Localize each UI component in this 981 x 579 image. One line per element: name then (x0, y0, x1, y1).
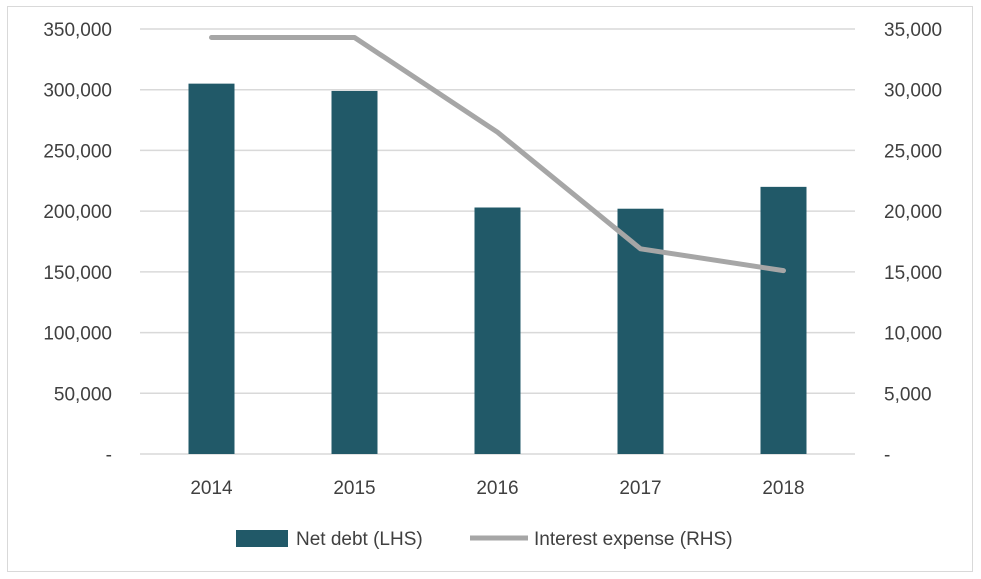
right-tick-label: 10,000 (884, 324, 942, 345)
interest-expense-line (209, 35, 786, 274)
right-tick-label: 20,000 (884, 202, 942, 223)
left-tick-label: 250,000 (43, 141, 112, 162)
right-tick-label: 5,000 (884, 384, 932, 405)
x-tick-label-2015: 2015 (333, 478, 375, 499)
x-axis-ticks: 2014 2015 2016 2017 2018 (190, 478, 804, 499)
x-tick-label-2016: 2016 (476, 478, 518, 499)
interest-expense-line-layer (209, 35, 786, 274)
right-tick-label: 30,000 (884, 81, 942, 102)
legend-interest-expense-label: Interest expense (RHS) (534, 529, 733, 550)
right-axis-ticks: - 5,000 10,000 15,000 20,000 25,000 30,000 35,0… (884, 20, 942, 466)
legend-net-debt-label: Net debt (LHS) (296, 529, 423, 550)
legend: Net debt (LHS) Interest expense (RHS) (236, 529, 733, 550)
left-axis-ticks: - 50,000 100,000 150,000 200,000 250,000 300,0… (43, 20, 112, 466)
right-tick-label: - (884, 445, 890, 466)
left-tick-label: 200,000 (43, 202, 112, 223)
left-tick-label: 100,000 (43, 324, 112, 345)
right-tick-label: 15,000 (884, 263, 942, 284)
left-tick-label: 50,000 (54, 384, 112, 405)
left-tick-label: 350,000 (43, 20, 112, 41)
net-debt-bar-2017 (617, 208, 664, 454)
left-tick-label: 150,000 (43, 263, 112, 284)
left-tick-label: - (106, 445, 112, 466)
right-tick-label: 25,000 (884, 141, 942, 162)
net-debt-bar-2016 (474, 207, 521, 454)
x-tick-label-2014: 2014 (190, 478, 233, 499)
net-debt-bar-2018 (760, 186, 807, 454)
left-tick-label: 300,000 (43, 81, 112, 102)
net-debt-bar-2015 (331, 90, 378, 454)
legend-net-debt-swatch (236, 530, 288, 547)
right-tick-label: 35,000 (884, 20, 942, 41)
net-debt-bars (188, 83, 807, 455)
x-tick-label-2018: 2018 (762, 478, 804, 499)
net-debt-bar-2014 (188, 83, 235, 455)
x-tick-label-2017: 2017 (619, 478, 661, 499)
